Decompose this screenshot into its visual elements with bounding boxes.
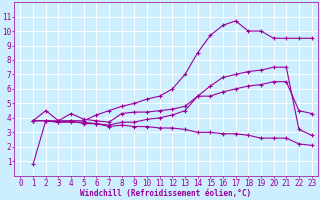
X-axis label: Windchill (Refroidissement éolien,°C): Windchill (Refroidissement éolien,°C) <box>80 189 252 198</box>
